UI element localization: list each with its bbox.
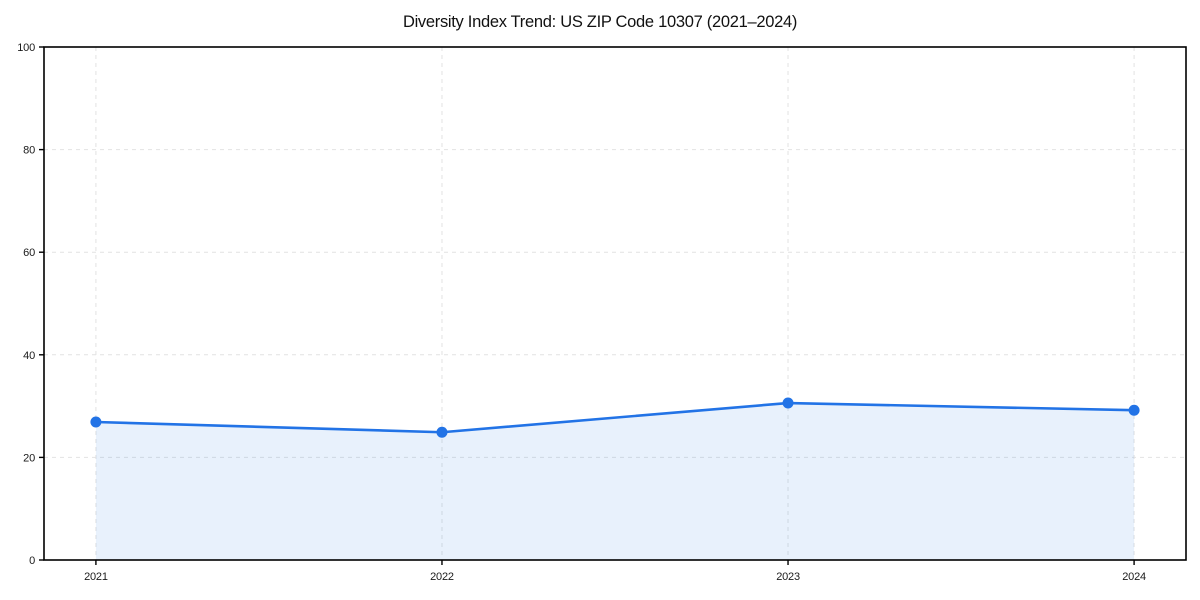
- data-point: [1128, 404, 1140, 416]
- y-tick-label: 80: [23, 145, 35, 157]
- x-tick-label: 2021: [84, 571, 108, 583]
- y-tick-label: 100: [17, 42, 35, 54]
- y-tick-label: 0: [29, 555, 35, 567]
- y-tick-label: 40: [23, 350, 35, 362]
- x-tick-label: 2024: [1122, 571, 1146, 583]
- x-tick-label: 2023: [776, 571, 800, 583]
- y-tick-label: 60: [23, 247, 35, 259]
- x-tick-label: 2022: [430, 571, 454, 583]
- data-point: [90, 416, 102, 428]
- chart-title: Diversity Index Trend: US ZIP Code 10307…: [402, 13, 798, 31]
- data-point: [782, 397, 794, 409]
- axes-spines: [43, 46, 1187, 561]
- area-fill: [95, 403, 1135, 560]
- trend-line: [94, 401, 1136, 434]
- y-tick-label: 20: [23, 452, 35, 464]
- data-point: [436, 426, 448, 438]
